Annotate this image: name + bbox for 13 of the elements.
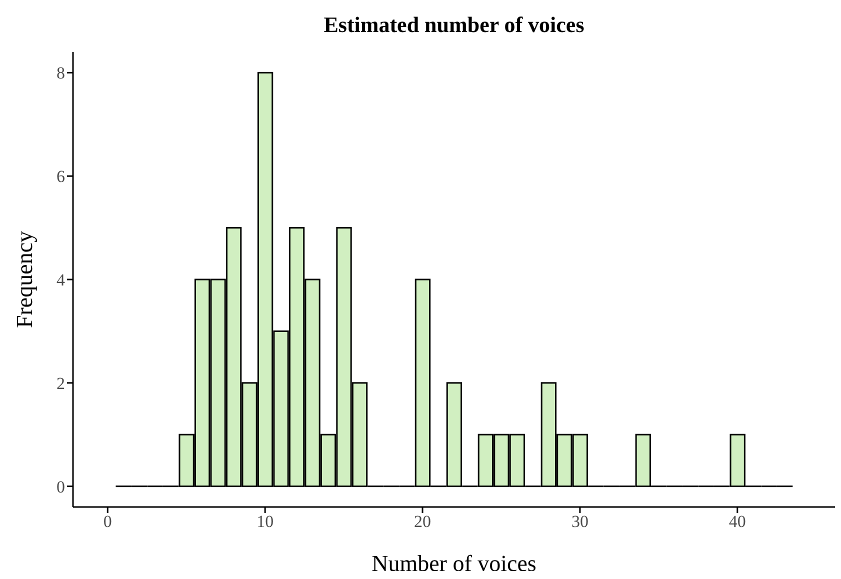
y-tick-label: 8: [56, 64, 65, 83]
y-tick-label: 6: [56, 167, 65, 186]
y-axis-title: Frequency: [12, 230, 38, 328]
x-tick-label: 30: [571, 512, 588, 532]
x-tick-label: 20: [414, 512, 432, 532]
x-tick-label: 0: [103, 512, 112, 532]
chart-title: Estimated number of voices: [322, 12, 586, 38]
y-tick-label: 0: [56, 477, 65, 496]
y-tick-label: 2: [56, 374, 65, 393]
x-tick-label: 10: [256, 512, 274, 532]
y-tick-label: 4: [56, 270, 66, 290]
x-axis-title: Number of voices: [372, 551, 536, 576]
x-tick-label: 40: [728, 512, 746, 532]
